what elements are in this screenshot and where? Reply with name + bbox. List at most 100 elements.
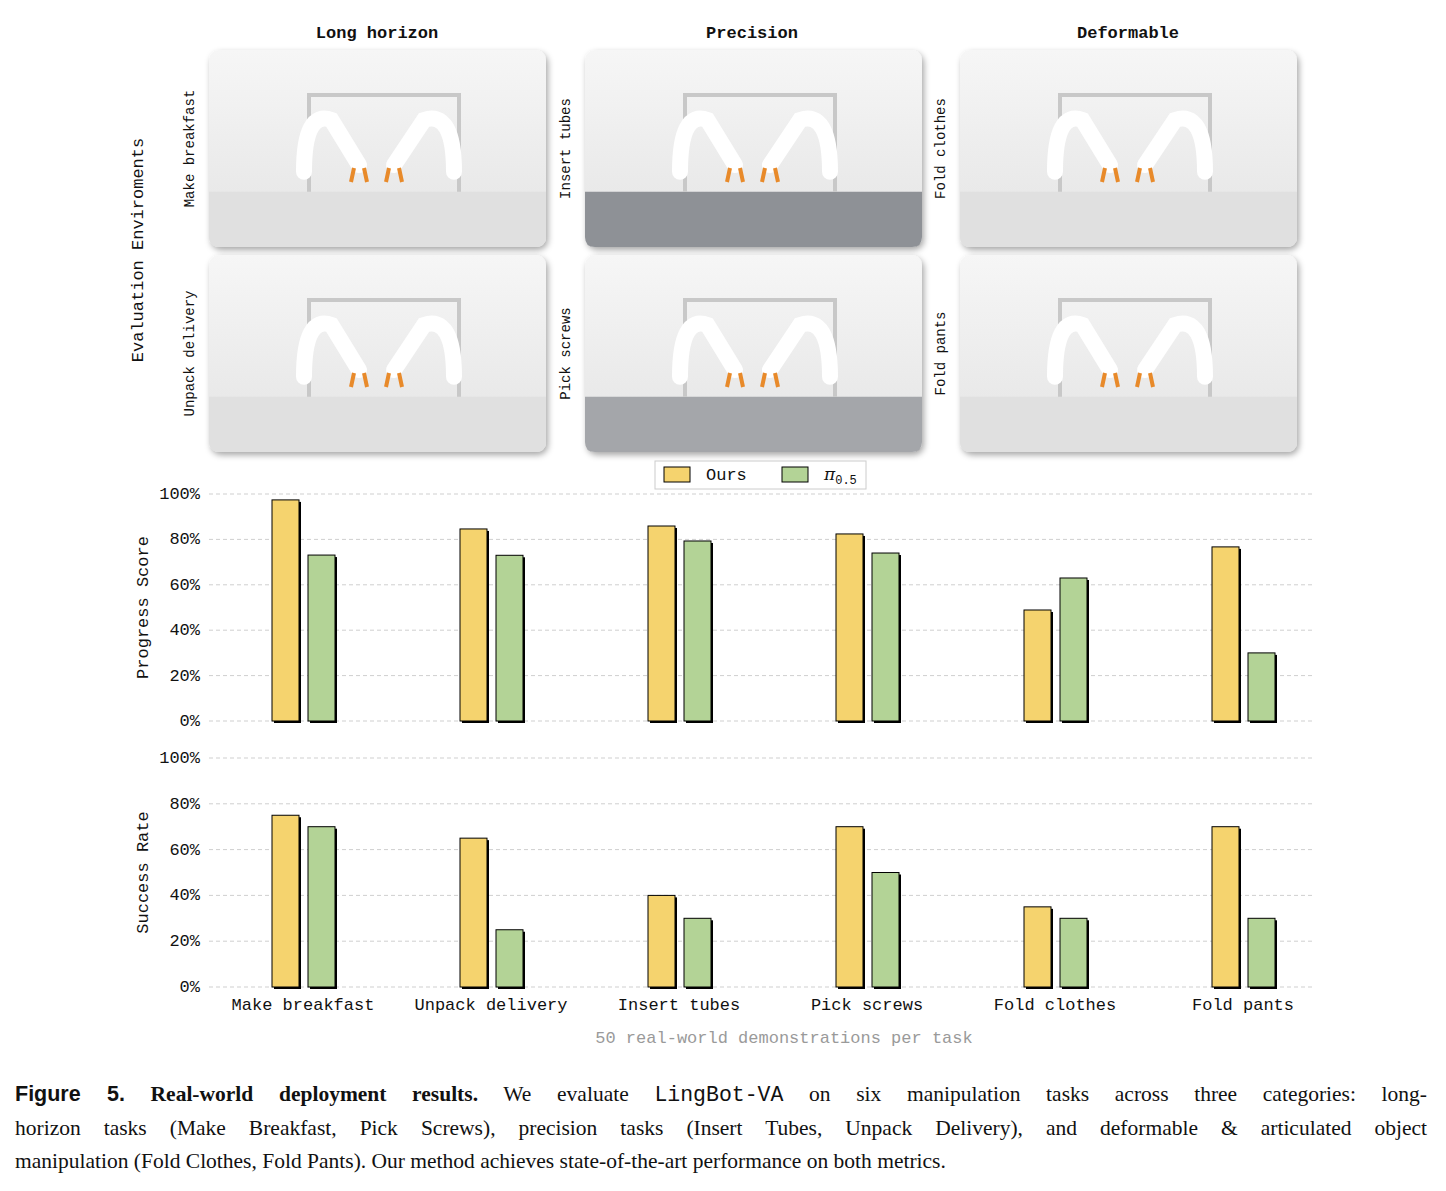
photo-gripper	[762, 168, 778, 182]
legend-label: π0.5	[823, 464, 857, 488]
photo-gripper	[351, 373, 367, 387]
legend: Ours π0.5	[655, 461, 866, 489]
bar	[684, 541, 711, 721]
photo-arm	[770, 119, 830, 172]
panel-label: Fold clothes	[933, 98, 949, 199]
caption-text: We evaluate	[503, 1082, 628, 1106]
bar	[1024, 610, 1051, 721]
chart: 0%20%40%60%80%100%Success RateMake break…	[134, 749, 1312, 1048]
axis-title: Success Rate	[134, 811, 153, 933]
bar	[648, 895, 675, 987]
photo-gripper	[727, 373, 743, 387]
bar	[308, 555, 335, 721]
tick-label: 0%	[180, 712, 201, 731]
photo-gripper	[1102, 168, 1118, 182]
caption-text: Real-world deployment results.	[151, 1082, 478, 1106]
caption-line: horizon tasks (Make Breakfast, Pick Scre…	[15, 1112, 1427, 1145]
bar	[1212, 547, 1239, 721]
tick-label: 40%	[169, 621, 200, 640]
bar	[836, 534, 863, 721]
photo-frame	[309, 300, 459, 397]
bar	[684, 918, 711, 987]
legend-swatch	[664, 467, 690, 482]
photo-frame	[309, 95, 459, 192]
tick-label: 100%	[159, 749, 201, 768]
caption-line: manipulation (Fold Clothes, Fold Pants).…	[15, 1145, 1427, 1178]
photo-gripper	[762, 373, 778, 387]
grid-line	[209, 630, 1312, 631]
photo-background	[585, 255, 922, 452]
photo-panel	[209, 50, 546, 247]
axis-title: Progress Score	[134, 536, 153, 679]
bar	[1248, 918, 1275, 987]
tick-label: 80%	[169, 530, 200, 549]
photo-gripper	[386, 373, 402, 387]
bar	[1248, 653, 1275, 721]
column-title: Deformable	[1077, 24, 1179, 43]
tick-label: 20%	[169, 667, 200, 686]
category-label: Insert tubes	[618, 996, 740, 1015]
panel-label: Make breakfast	[182, 90, 198, 208]
photo-gripper	[386, 168, 402, 182]
chart: 0%20%40%60%80%100%Progress Score	[134, 485, 1312, 731]
photo-background	[209, 50, 546, 247]
grid-line	[209, 895, 1312, 896]
photo-background	[585, 50, 922, 247]
bar	[1212, 827, 1239, 987]
bar	[496, 555, 523, 721]
category-label: Fold pants	[1192, 996, 1294, 1015]
photo-panel	[209, 255, 546, 452]
photo-table	[960, 397, 1297, 452]
panel-label: Pick screws	[558, 307, 574, 399]
bar	[272, 500, 299, 721]
grid-line	[209, 941, 1312, 942]
photo-arm	[1145, 119, 1205, 172]
caption-text: horizon tasks (Make Breakfast, Pick Scre…	[15, 1116, 1427, 1140]
legend-label-main: π	[823, 464, 836, 484]
panel-label: Unpack delivery	[182, 290, 198, 416]
photo-gripper	[351, 168, 367, 182]
bar	[496, 930, 523, 987]
panel-label: Fold pants	[933, 311, 949, 395]
caption: Figure 5. Real-world deployment results.…	[15, 1078, 1427, 1178]
bar	[836, 827, 863, 987]
bar	[1060, 578, 1087, 721]
photo-frame	[685, 95, 835, 192]
grid-line	[209, 675, 1312, 676]
bar	[460, 838, 487, 987]
tick-label: 60%	[169, 841, 200, 860]
grid-line	[209, 584, 1312, 585]
category-label: Unpack delivery	[414, 996, 567, 1015]
grid-line	[209, 803, 1312, 804]
photo-arm	[1055, 119, 1110, 172]
tick-label: 80%	[169, 795, 200, 814]
photo-arm	[304, 324, 359, 377]
photo-table	[209, 397, 546, 452]
caption-text: LingBot-VA	[654, 1083, 783, 1107]
figure: Long horizonPrecisionDeformableEvaluatio…	[0, 0, 1446, 1075]
legend-frame	[655, 461, 866, 489]
photo-frame	[1060, 95, 1210, 192]
column-title: Precision	[706, 24, 798, 43]
caption-text: on six manipulation tasks across three c…	[809, 1082, 1427, 1106]
photo-background	[960, 255, 1297, 452]
bar	[308, 827, 335, 987]
photo-arm	[770, 324, 830, 377]
legend-label: Ours	[706, 466, 747, 485]
photo-arm	[394, 119, 454, 172]
category-label: Fold clothes	[994, 996, 1116, 1015]
tick-label: 100%	[159, 485, 201, 504]
photo-arm	[680, 119, 735, 172]
caption-text: Figure 5.	[15, 1082, 125, 1106]
photo-table	[960, 192, 1297, 247]
photo-arm	[1055, 324, 1110, 377]
tick-label: 0%	[180, 978, 201, 997]
photo-background	[209, 255, 546, 452]
bar	[272, 815, 299, 987]
category-label: Pick screws	[811, 996, 923, 1015]
grid-line	[209, 758, 1312, 759]
bar	[1060, 918, 1087, 987]
tick-label: 20%	[169, 932, 200, 951]
photo-gripper	[1102, 373, 1118, 387]
legend-label-sub: 0.5	[835, 474, 857, 488]
